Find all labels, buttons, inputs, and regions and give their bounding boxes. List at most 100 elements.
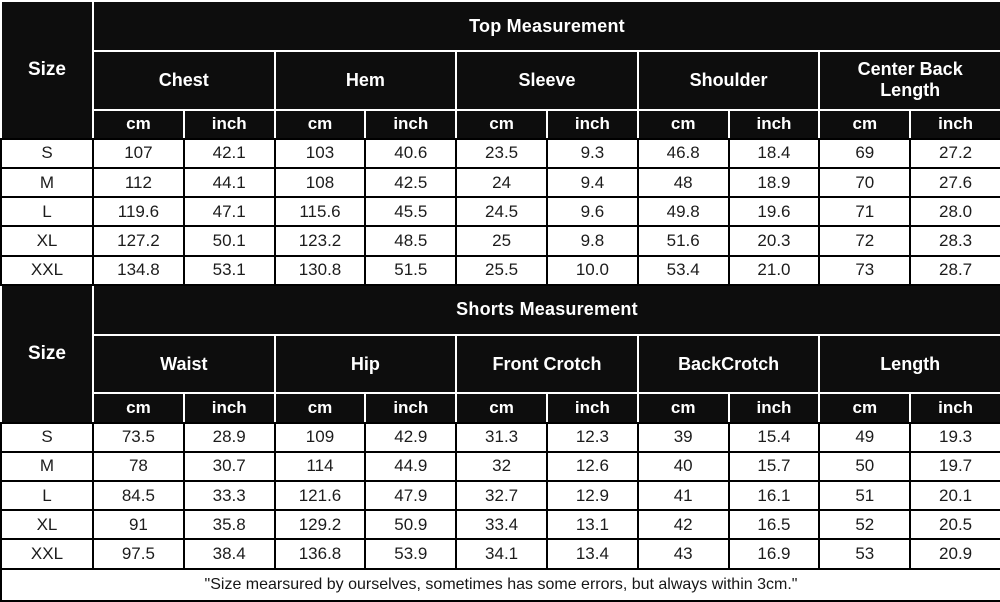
value-cell: 51.5 bbox=[364, 254, 458, 286]
unit-inch: inch bbox=[364, 392, 458, 424]
shorts-section-body: S 73.5 28.9 109 42.9 31.3 12.3 39 15.4 49 19.3 M 78 3… bbox=[0, 421, 1000, 570]
table-row: L 84.5 33.3 121.6 47.9 32.7 12.9 41 16.1 51 20.1 bbox=[0, 479, 1000, 512]
value-cell: 31.3 bbox=[455, 421, 548, 453]
value-cell: 13.1 bbox=[545, 509, 639, 541]
value-cell: 16.1 bbox=[727, 479, 821, 512]
unit-inch: inch bbox=[727, 392, 821, 424]
value-cell: 25.5 bbox=[455, 254, 548, 286]
top-section-header: Size Top Measurement Chest Hem Sleeve Sh… bbox=[0, 0, 1000, 140]
value-cell: 129.2 bbox=[273, 509, 367, 541]
value-cell: 20.9 bbox=[909, 538, 1000, 570]
row-size-label: L bbox=[0, 479, 94, 512]
unit-inch: inch bbox=[909, 108, 1000, 140]
value-cell: 12.6 bbox=[545, 450, 639, 482]
value-cell: 48 bbox=[636, 166, 730, 199]
footer-row: "Size mearsured by ourselves, sometimes … bbox=[0, 567, 1000, 602]
category-center-back-length: Center Back Length bbox=[818, 50, 1000, 111]
unit-inch: inch bbox=[545, 392, 639, 424]
shorts-title-row: Size Shorts Measurement bbox=[0, 283, 1000, 424]
value-cell: 25 bbox=[455, 225, 548, 257]
table-row: XXL 134.8 53.1 130.8 51.5 25.5 10.0 53.4 21.0 73 2… bbox=[0, 254, 1000, 286]
value-cell: 108 bbox=[273, 166, 367, 199]
row-size-label: S bbox=[0, 421, 94, 453]
value-cell: 48.5 bbox=[364, 225, 458, 257]
value-cell: 78 bbox=[92, 450, 185, 482]
value-cell: 21.0 bbox=[727, 254, 821, 286]
value-cell: 109 bbox=[273, 421, 367, 453]
unit-cm: cm bbox=[273, 392, 367, 424]
unit-cm: cm bbox=[92, 392, 185, 424]
value-cell: 71 bbox=[818, 196, 912, 228]
category-length: Length bbox=[818, 333, 1000, 395]
value-cell: 40.6 bbox=[364, 137, 458, 169]
value-cell: 23.5 bbox=[455, 137, 548, 169]
value-cell: 28.7 bbox=[909, 254, 1000, 286]
value-cell: 19.3 bbox=[909, 421, 1000, 453]
table-row: XXL 97.5 38.4 136.8 53.9 34.1 13.4 43 16.9 53 20.9 bbox=[0, 538, 1000, 570]
value-cell: 50.1 bbox=[182, 225, 276, 257]
category-shoulder: Shoulder bbox=[636, 50, 821, 111]
measurement-disclaimer: "Size mearsured by ourselves, sometimes … bbox=[0, 567, 1000, 602]
value-cell: 30.7 bbox=[182, 450, 276, 482]
value-cell: 42 bbox=[636, 509, 730, 541]
unit-cm: cm bbox=[455, 108, 548, 140]
value-cell: 9.4 bbox=[545, 166, 639, 199]
category-front-crotch: Front Crotch bbox=[455, 333, 639, 395]
value-cell: 24.5 bbox=[455, 196, 548, 228]
value-cell: 127.2 bbox=[92, 225, 185, 257]
value-cell: 49 bbox=[818, 421, 912, 453]
top-section-body: S 107 42.1 103 40.6 23.5 9.3 46.8 18.4 69 27.2 M 112… bbox=[0, 137, 1000, 286]
value-cell: 28.3 bbox=[909, 225, 1000, 257]
value-cell: 10.0 bbox=[545, 254, 639, 286]
value-cell: 50.9 bbox=[364, 509, 458, 541]
section-title-shorts: Shorts Measurement bbox=[91, 283, 1000, 336]
unit-inch: inch bbox=[182, 108, 276, 140]
table-row: M 112 44.1 108 42.5 24 9.4 48 18.9 70 27.6 bbox=[0, 166, 1000, 199]
table-row: XL 91 35.8 129.2 50.9 33.4 13.1 42 16.5 52 20.5 bbox=[0, 509, 1000, 541]
value-cell: 47.1 bbox=[182, 196, 276, 228]
value-cell: 69 bbox=[818, 137, 912, 169]
table-row: XL 127.2 50.1 123.2 48.5 25 9.8 51.6 20.3 72 28.3 bbox=[0, 225, 1000, 257]
table-row: S 73.5 28.9 109 42.9 31.3 12.3 39 15.4 49 19.3 bbox=[0, 421, 1000, 453]
value-cell: 24 bbox=[455, 166, 548, 199]
value-cell: 73.5 bbox=[92, 421, 185, 453]
row-size-label: XL bbox=[0, 509, 94, 541]
value-cell: 40 bbox=[636, 450, 730, 482]
value-cell: 41 bbox=[636, 479, 730, 512]
value-cell: 45.5 bbox=[364, 196, 458, 228]
category-waist: Waist bbox=[92, 333, 276, 395]
value-cell: 47.9 bbox=[364, 479, 458, 512]
size-column-header: Size bbox=[0, 283, 94, 424]
value-cell: 12.3 bbox=[545, 421, 639, 453]
value-cell: 34.1 bbox=[455, 538, 548, 570]
value-cell: 43 bbox=[636, 538, 730, 570]
value-cell: 51 bbox=[818, 479, 912, 512]
value-cell: 123.2 bbox=[273, 225, 367, 257]
footer-section: "Size mearsured by ourselves, sometimes … bbox=[0, 567, 1000, 602]
value-cell: 16.5 bbox=[727, 509, 821, 541]
value-cell: 15.7 bbox=[727, 450, 821, 482]
value-cell: 115.6 bbox=[273, 196, 367, 228]
value-cell: 28.9 bbox=[182, 421, 276, 453]
value-cell: 112 bbox=[92, 166, 185, 199]
section-title-top: Top Measurement bbox=[91, 0, 1000, 53]
value-cell: 15.4 bbox=[727, 421, 821, 453]
row-size-label: XXL bbox=[0, 538, 94, 570]
row-size-label: XL bbox=[0, 225, 94, 257]
unit-cm: cm bbox=[818, 392, 912, 424]
value-cell: 19.7 bbox=[909, 450, 1000, 482]
value-cell: 28.0 bbox=[909, 196, 1000, 228]
value-cell: 33.3 bbox=[182, 479, 276, 512]
value-cell: 39 bbox=[636, 421, 730, 453]
shorts-section-header: Size Shorts Measurement Waist Hip Front … bbox=[0, 283, 1000, 424]
table-row: M 78 30.7 114 44.9 32 12.6 40 15.7 50 19.7 bbox=[0, 450, 1000, 482]
value-cell: 19.6 bbox=[727, 196, 821, 228]
category-hip: Hip bbox=[273, 333, 458, 395]
value-cell: 32.7 bbox=[455, 479, 548, 512]
value-cell: 121.6 bbox=[273, 479, 367, 512]
top-category-row: Chest Hem Sleeve Shoulder Center Back Le… bbox=[1, 50, 1000, 111]
category-chest: Chest bbox=[92, 50, 276, 111]
top-title-row: Size Top Measurement bbox=[0, 0, 1000, 140]
